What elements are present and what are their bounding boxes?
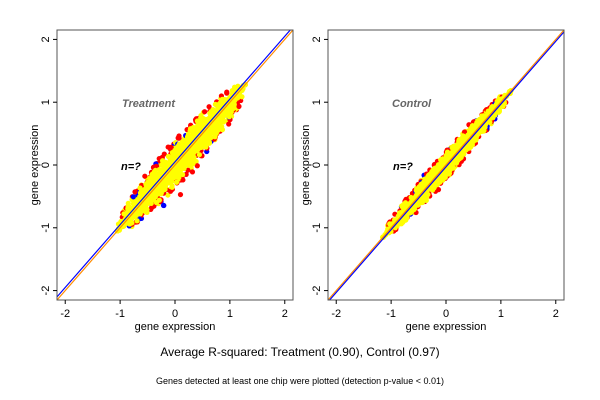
treatment-point [134,218,140,224]
treatment-y-tick-label: 2 [40,36,52,42]
control-panel: -2 -1 0 1 2 -2 -1 0 1 2 Control n=? gene express… [300,29,565,333]
treatment-y-tick-label: -1 [40,223,52,233]
treatment-y-tick-label: 0 [40,162,52,168]
treatment-point [153,199,160,206]
treatment-point [206,104,212,110]
control-x-axis: -2 -1 0 1 2 [331,300,559,320]
control-x-tick-label: -1 [386,308,396,320]
treatment-x-tick-label: 1 [227,308,233,320]
control-x-axis-title: gene expression [406,321,487,333]
treatment-point [142,173,148,179]
treatment-y-axis: -2 -1 0 1 2 [40,36,57,295]
treatment-point [169,183,175,189]
treatment-identity-line [57,30,293,300]
treatment-point [167,188,174,194]
r-squared-summary: Average R-squared: Treatment (0.90), Con… [160,345,439,359]
treatment-point [175,135,181,141]
treatment-point [165,144,171,150]
treatment-point [173,179,180,185]
treatment-point [180,171,186,178]
treatment-x-axis: -2 -1 0 1 2 [60,300,288,320]
treatment-point [194,163,200,169]
treatment-panel: -2 -1 0 1 2 -2 -1 0 1 2 Treatment n=? gene expre… [29,29,294,333]
control-y-axis: -2 -1 0 1 2 [311,36,328,295]
control-x-tick-label: 0 [443,308,449,320]
control-x-tick-label: 1 [498,308,504,320]
treatment-point [165,192,171,198]
treatment-point [125,204,131,210]
treatment-fit-line [57,30,292,298]
treatment-point [226,121,232,127]
control-x-tick-label: 2 [553,308,559,320]
control-fit-line [328,31,564,300]
treatment-y-tick-label: 1 [40,99,52,105]
treatment-point [236,103,242,109]
treatment-x-tick-label: 0 [172,308,178,320]
treatment-x-axis-title: gene expression [135,321,216,333]
treatment-lines [57,30,293,300]
control-y-tick-label: -1 [311,223,323,233]
treatment-point [177,191,184,198]
control-panel-title: Control [392,98,432,110]
treatment-point [196,119,202,125]
control-identity-line [328,30,564,300]
treatment-point [212,101,218,107]
treatment-point [202,109,208,115]
treatment-x-tick-label: -2 [60,308,70,320]
treatment-point [196,152,203,158]
treatment-point [160,202,167,209]
treatment-y-tick-label: -2 [40,286,52,296]
treatment-point [224,90,230,96]
treatment-point [165,153,171,160]
control-y-tick-label: -2 [311,286,323,296]
control-x-tick-label: -2 [331,308,341,320]
treatment-point [130,194,136,200]
treatment-point [132,189,138,195]
treatment-y-axis-title: gene expression [29,125,41,206]
control-y-tick-label: 1 [311,99,323,105]
treatment-point [149,205,155,211]
treatment-x-tick-label: -1 [115,308,125,320]
detection-note: Genes detected at least one chip were pl… [156,376,444,386]
control-y-axis-title: gene expression [300,125,312,206]
control-y-tick-label: 0 [311,162,323,168]
treatment-x-tick-label: 2 [282,308,288,320]
treatment-panel-title: Treatment [122,98,176,110]
treatment-point [137,185,143,191]
treatment-point [189,169,196,175]
control-lines [328,30,564,300]
treatment-n-annotation: n=? [121,161,141,173]
control-n-annotation: n=? [393,161,413,173]
treatment-point [151,169,158,175]
treatment-point [143,209,149,215]
control-y-tick-label: 2 [311,36,323,42]
